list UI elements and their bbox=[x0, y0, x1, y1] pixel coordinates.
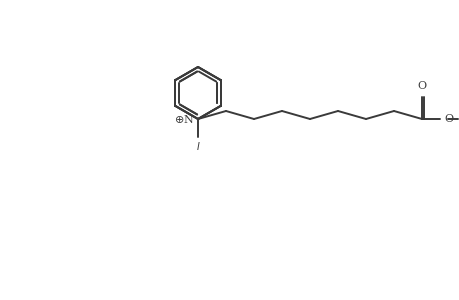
Text: O: O bbox=[443, 114, 452, 124]
Text: $\oplus$N: $\oplus$N bbox=[174, 113, 195, 125]
Text: O: O bbox=[416, 81, 425, 91]
Text: I: I bbox=[196, 142, 199, 152]
